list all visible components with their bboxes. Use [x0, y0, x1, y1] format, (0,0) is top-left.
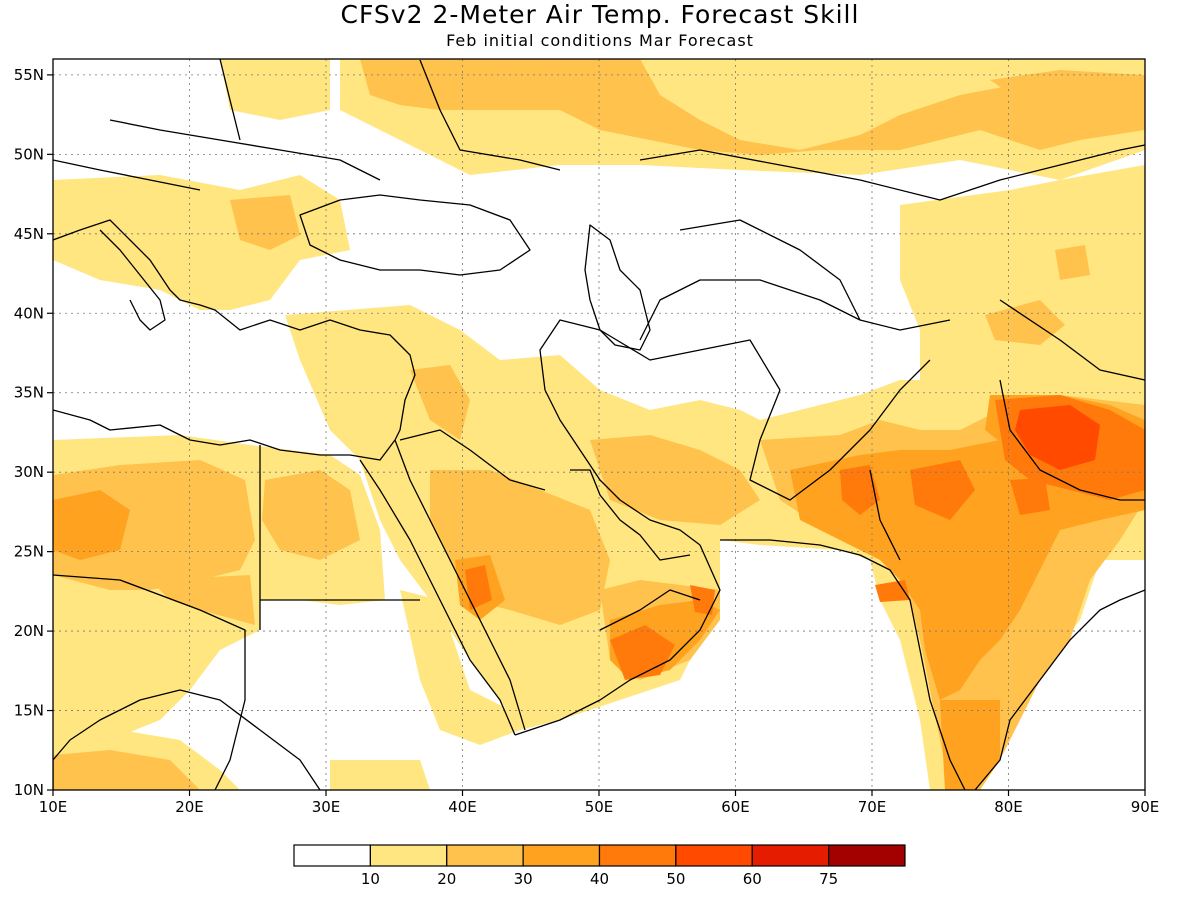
lon-tick-label: 40E [448, 798, 477, 816]
map-plot-area [52, 58, 1146, 791]
lon-tick-label: 10E [39, 798, 68, 816]
colorbar-swatch [598, 844, 677, 867]
lon-tick-label: 60E [721, 798, 750, 816]
lon-tick-label: 90E [1131, 798, 1160, 816]
lat-tick-label: 35N [14, 384, 44, 402]
lon-tick-label: 70E [858, 798, 887, 816]
lat-tick-label: 25N [14, 543, 44, 561]
lat-tick-label: 10N [14, 781, 44, 799]
colorbar-label: 75 [819, 870, 838, 888]
lat-tick-label: 45N [14, 225, 44, 243]
lat-tick-label: 30N [14, 463, 44, 481]
lat-tick-label: 15N [14, 702, 44, 720]
colorbar-label: 40 [590, 870, 609, 888]
graticule-grid [53, 59, 1145, 790]
colorbar-label: 50 [666, 870, 685, 888]
colorbar-swatch [522, 844, 601, 867]
colorbar-swatch [446, 844, 524, 867]
colorbar-label: 10 [361, 870, 380, 888]
colorbar-label: 30 [514, 870, 533, 888]
map-title: CFSv2 2-Meter Air Temp. Forecast Skill [341, 0, 860, 29]
colorbar-swatch [675, 844, 753, 867]
lat-tick-label: 40N [14, 304, 44, 322]
lon-tick-label: 80E [994, 798, 1023, 816]
lat-tick-label: 50N [14, 145, 44, 163]
colorbar-swatch [751, 844, 830, 867]
skill-shading [53, 59, 1145, 790]
colorbar-label: 20 [437, 870, 456, 888]
colorbar-swatch [369, 844, 448, 867]
skill-level-50-60 [1015, 405, 1100, 470]
latitude-axis: 10N 15N 20N 25N 30N 35N 40N 45N 50N 55N [14, 66, 53, 799]
colorbar-legend: 10 20 30 40 50 60 75 [293, 844, 906, 888]
colorbar-swatch [828, 844, 906, 867]
colorbar-label: 60 [743, 870, 762, 888]
lon-tick-label: 50E [585, 798, 614, 816]
longitude-axis: 10E 20E 30E 40E 50E 60E 70E 80E 90E [39, 790, 1160, 816]
map-subtitle: Feb initial conditions Mar Forecast [446, 31, 754, 50]
lon-tick-label: 30E [312, 798, 341, 816]
lon-tick-label: 20E [175, 798, 204, 816]
lat-tick-label: 20N [14, 622, 44, 640]
lat-tick-label: 55N [14, 66, 44, 84]
colorbar-swatch [293, 844, 371, 867]
coastlines-and-borders [53, 59, 1145, 790]
